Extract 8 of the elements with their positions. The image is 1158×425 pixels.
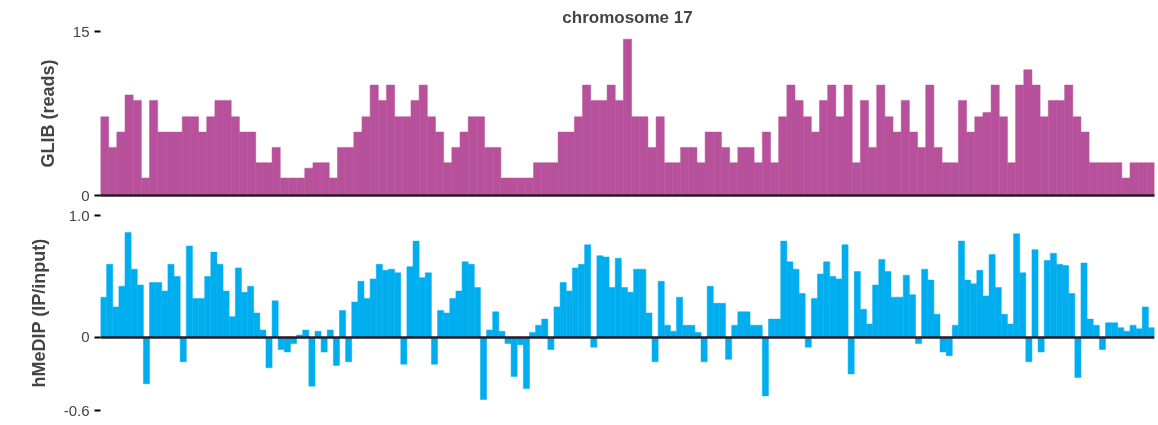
y-tick-label: 1.0 (68, 206, 90, 224)
y-tick-label: 15 (72, 22, 90, 40)
y-axis-title: GLIB (reads) (37, 59, 58, 168)
y-tick-label: 0 (81, 328, 90, 346)
y-tick-label: -0.6 (63, 401, 90, 419)
chart-title: chromosome 17 (562, 7, 693, 27)
y-axis-title: hMeDIP (IP/input) (28, 238, 49, 388)
y-tick-label: 0 (81, 186, 90, 204)
